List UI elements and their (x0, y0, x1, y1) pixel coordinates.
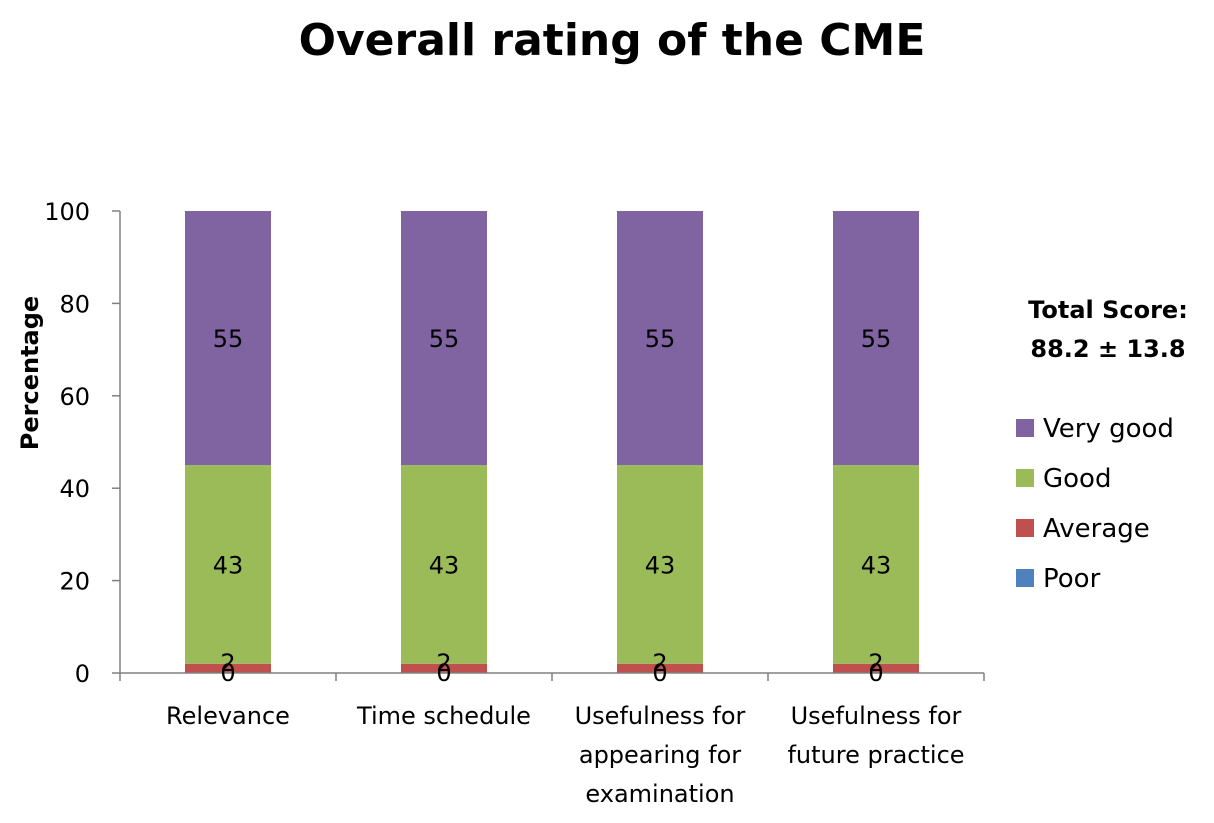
total-score-line: Total Score: (1028, 296, 1188, 324)
legend-swatch (1016, 569, 1034, 587)
total-score-annotation: Total Score: 88.2 ± 13.8 (1028, 296, 1188, 363)
bar-very-good (185, 211, 271, 466)
legend: Very good Good Average Poor (1016, 414, 1174, 594)
y-tick-label: 80 (59, 290, 90, 318)
data-label: 2 (868, 649, 883, 677)
x-category-label: Usefulness for future practice (787, 702, 964, 769)
legend-label: Poor (1043, 564, 1101, 594)
legend-swatch (1016, 419, 1034, 437)
x-category-label-line: Time schedule (356, 702, 531, 730)
x-category-label-line: future practice (787, 741, 964, 769)
y-tick-label: 40 (59, 475, 90, 503)
x-category-label-line: Relevance (166, 702, 290, 730)
bar-average (833, 663, 919, 673)
data-label: 55 (213, 325, 244, 353)
data-label: 2 (436, 649, 451, 677)
bar-average (617, 663, 703, 673)
axes-group (119, 211, 985, 681)
category-labels-group: Relevance Time schedule Usefulness for appe… (166, 702, 964, 808)
x-category-label: Relevance (166, 702, 290, 730)
bar-average (185, 663, 271, 673)
bar-good (401, 465, 487, 664)
x-category-label-line: Usefulness for (575, 702, 746, 730)
data-label: 2 (220, 649, 235, 677)
data-label: 55 (645, 325, 676, 353)
x-category-label-line: appearing for (579, 741, 741, 769)
total-score-line: 88.2 ± 13.8 (1030, 335, 1185, 363)
data-label: 43 (861, 551, 892, 579)
data-label: 55 (429, 325, 460, 353)
bar-good (185, 465, 271, 664)
data-label: 0 (652, 659, 667, 687)
data-label: 43 (213, 551, 244, 579)
y-tick-label: 60 (59, 383, 90, 411)
data-label: 2 (652, 649, 667, 677)
y-tick-label: 20 (59, 568, 90, 596)
bar-good (833, 465, 919, 664)
data-label: 0 (436, 659, 451, 687)
bars-group (185, 211, 919, 673)
bar-good (617, 465, 703, 664)
legend-label: Very good (1043, 414, 1174, 444)
legend-swatch (1016, 519, 1034, 537)
y-tick-label: 0 (75, 660, 90, 688)
data-label: 43 (429, 551, 460, 579)
chart-title: Overall rating of the CME (299, 15, 926, 66)
x-category-label: Time schedule (356, 702, 531, 730)
data-label: 0 (868, 659, 883, 687)
legend-label: Average (1043, 514, 1150, 544)
y-axis-label: Percentage (16, 296, 44, 450)
legend-label: Good (1043, 464, 1111, 494)
bar-very-good (833, 211, 919, 466)
y-tick-label: 100 (44, 198, 90, 226)
data-label: 43 (645, 551, 676, 579)
x-category-label-line: Usefulness for (791, 702, 962, 730)
legend-swatch (1016, 469, 1034, 487)
y-ticks-group: 0 20 40 60 80 100 (44, 198, 120, 688)
data-label: 55 (861, 325, 892, 353)
bar-average (401, 663, 487, 673)
bar-very-good (617, 211, 703, 466)
x-category-label: Usefulness for appearing for examination (575, 702, 746, 808)
bar-very-good (401, 211, 487, 466)
data-label: 0 (220, 659, 235, 687)
x-category-label-line: examination (585, 780, 734, 808)
